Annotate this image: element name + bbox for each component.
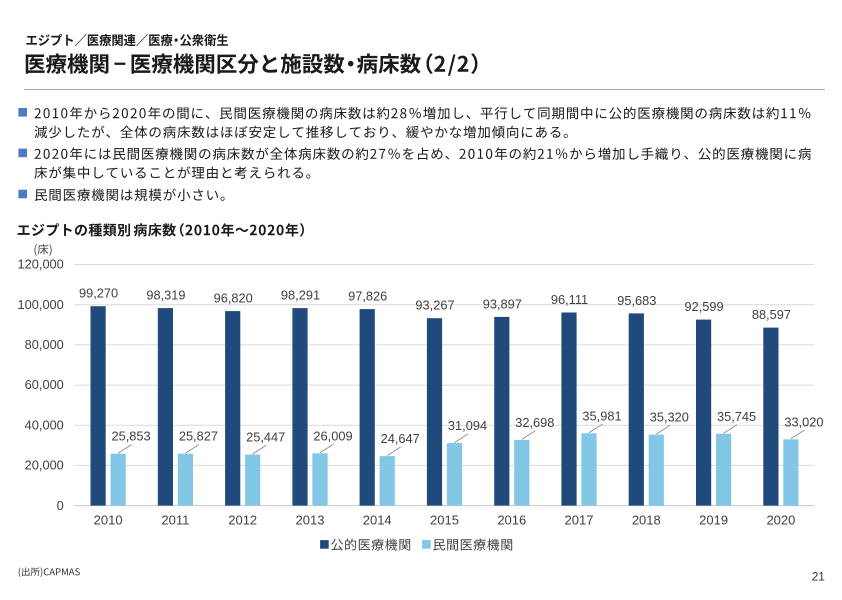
svg-text:35,320: 35,320 (650, 410, 689, 425)
svg-text:24,647: 24,647 (381, 431, 420, 446)
svg-text:2016: 2016 (497, 512, 526, 527)
svg-text:25,827: 25,827 (179, 429, 218, 444)
svg-text:2014: 2014 (363, 512, 392, 527)
svg-text:93,897: 93,897 (483, 296, 522, 311)
svg-text:93,267: 93,267 (415, 298, 454, 313)
svg-text:120,000: 120,000 (18, 257, 64, 272)
svg-text:31,094: 31,094 (448, 418, 487, 433)
svg-text:92,599: 92,599 (685, 299, 724, 314)
svg-text:2018: 2018 (632, 512, 661, 527)
svg-text:80,000: 80,000 (25, 337, 64, 352)
svg-text:40,000: 40,000 (25, 417, 64, 432)
svg-text:100,000: 100,000 (18, 297, 64, 312)
svg-text:2015: 2015 (430, 512, 459, 527)
svg-text:96,820: 96,820 (214, 291, 253, 306)
svg-text:33,020: 33,020 (784, 414, 823, 429)
svg-text:0: 0 (57, 498, 64, 513)
svg-text:99,270: 99,270 (79, 286, 118, 301)
svg-text:95,683: 95,683 (617, 293, 656, 308)
svg-text:2017: 2017 (565, 512, 594, 527)
svg-text:2012: 2012 (228, 512, 257, 527)
svg-text:2011: 2011 (161, 512, 189, 527)
svg-text:2010: 2010 (94, 512, 123, 527)
svg-text:35,981: 35,981 (582, 408, 621, 423)
svg-text:2013: 2013 (296, 512, 325, 527)
svg-text:88,597: 88,597 (752, 307, 791, 322)
svg-text:26,009: 26,009 (313, 428, 352, 443)
svg-text:35,745: 35,745 (717, 409, 756, 424)
svg-text:96,111: 96,111 (551, 292, 588, 307)
svg-text:25,853: 25,853 (112, 429, 151, 444)
svg-text:97,826: 97,826 (348, 289, 387, 304)
svg-text:21: 21 (812, 569, 825, 583)
svg-text:2020: 2020 (766, 512, 795, 527)
svg-text:2019: 2019 (699, 512, 728, 527)
svg-text:20,000: 20,000 (25, 458, 64, 473)
svg-text:32,698: 32,698 (515, 415, 554, 430)
svg-text:25,447: 25,447 (246, 430, 285, 445)
svg-text:98,291: 98,291 (281, 288, 320, 303)
svg-text:60,000: 60,000 (25, 377, 64, 392)
svg-text:98,319: 98,319 (146, 288, 185, 303)
